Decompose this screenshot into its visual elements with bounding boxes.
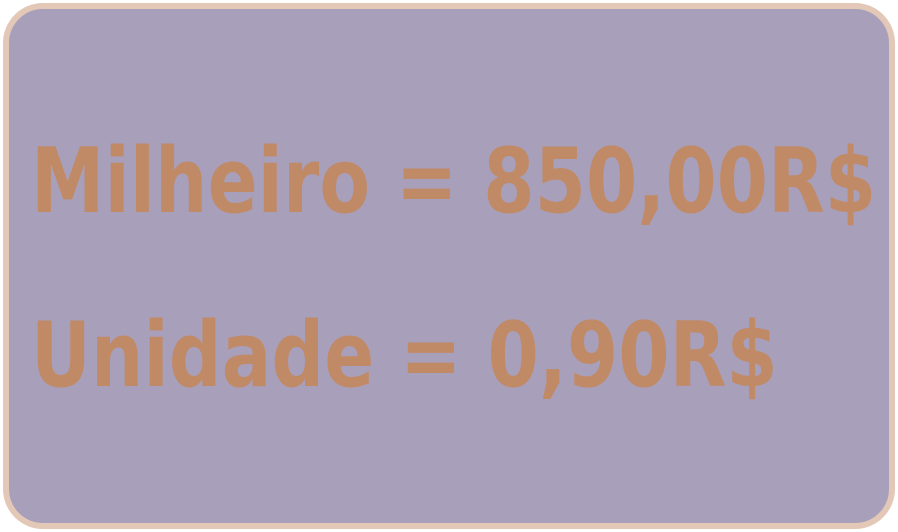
unidade-price-text: Unidade = 0,90R$	[31, 303, 778, 408]
milheiro-price-text: Milheiro = 850,00R$	[31, 129, 877, 234]
price-card: Milheiro = 850,00R$ Unidade = 0,90R$	[3, 3, 895, 529]
